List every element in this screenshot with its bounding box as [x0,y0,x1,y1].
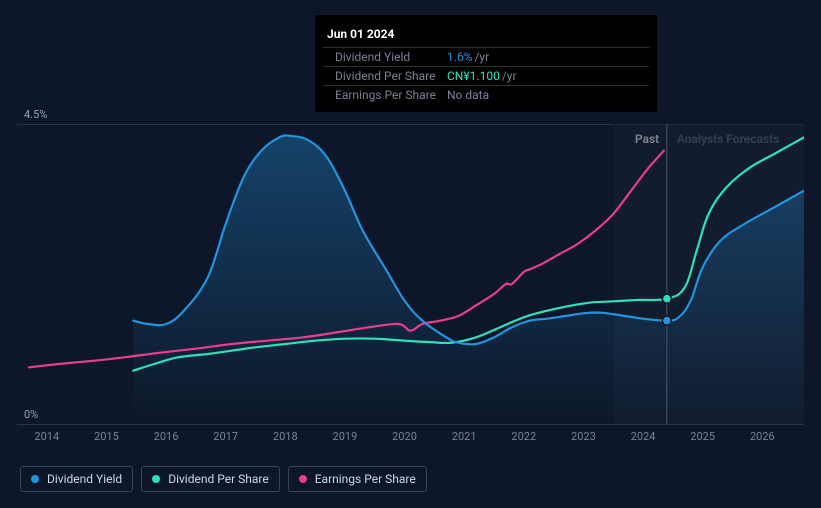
legend-dot-icon [152,475,160,483]
tooltip-row-value: 1.6% [447,50,472,64]
x-axis-tick: 2025 [690,430,715,443]
legend-label: Earnings Per Share [315,472,416,486]
x-axis-tick: 2014 [34,430,59,443]
chart-legend: Dividend Yield Dividend Per Share Earnin… [20,466,427,492]
tooltip-row-suffix: /yr [474,50,489,64]
tooltip-row-suffix: /yr [502,69,517,83]
x-axis-tick: 2015 [94,430,119,443]
x-axis-tick: 2020 [392,430,417,443]
legend-item-earnings-per-share[interactable]: Earnings Per Share [288,466,427,492]
x-axis-tick: 2021 [452,430,477,443]
legend-dot-icon [299,475,307,483]
x-axis-tick: 2018 [273,430,298,443]
series-marker-dividend_yield [662,316,671,325]
legend-label: Dividend Per Share [168,472,269,486]
x-axis-tick: 2016 [154,430,179,443]
tooltip-row: Dividend Per ShareCN¥1.100/yr [323,66,649,85]
tooltip-date: Jun 01 2024 [315,23,657,47]
series-marker-dividend_per_share [662,294,671,303]
legend-label: Dividend Yield [47,472,122,486]
legend-item-dividend-per-share[interactable]: Dividend Per Share [141,466,280,492]
x-axis: 2014 2015 2016 2017 2018 2019 2020 2021 2022 2023… [17,430,804,448]
tooltip-row-label: Dividend Yield [335,50,447,64]
x-axis-tick: 2019 [333,430,358,443]
chart-bottom-border [17,424,804,425]
x-axis-tick: 2022 [511,430,536,443]
chart-tooltip: Jun 01 2024 Dividend Yield1.6%/yrDividen… [315,15,657,112]
tooltip-row-label: Dividend Per Share [335,69,447,83]
legend-dot-icon [31,475,39,483]
y-axis-max-label: 4.5% [24,108,47,121]
chart-plot-area[interactable] [17,124,804,424]
x-axis-tick: 2024 [631,430,656,443]
x-axis-tick: 2026 [750,430,775,443]
tooltip-row-value: No data [447,88,489,102]
legend-item-dividend-yield[interactable]: Dividend Yield [20,466,133,492]
dividend-chart: Jun 01 2024 Dividend Yield1.6%/yrDividen… [0,0,821,508]
tooltip-row: Earnings Per ShareNo data [323,85,649,104]
tooltip-row: Dividend Yield1.6%/yr [323,47,649,66]
tooltip-row-label: Earnings Per Share [335,88,447,102]
x-axis-tick: 2023 [571,430,596,443]
x-axis-tick: 2017 [213,430,238,443]
tooltip-row-value: CN¥1.100 [447,69,500,83]
